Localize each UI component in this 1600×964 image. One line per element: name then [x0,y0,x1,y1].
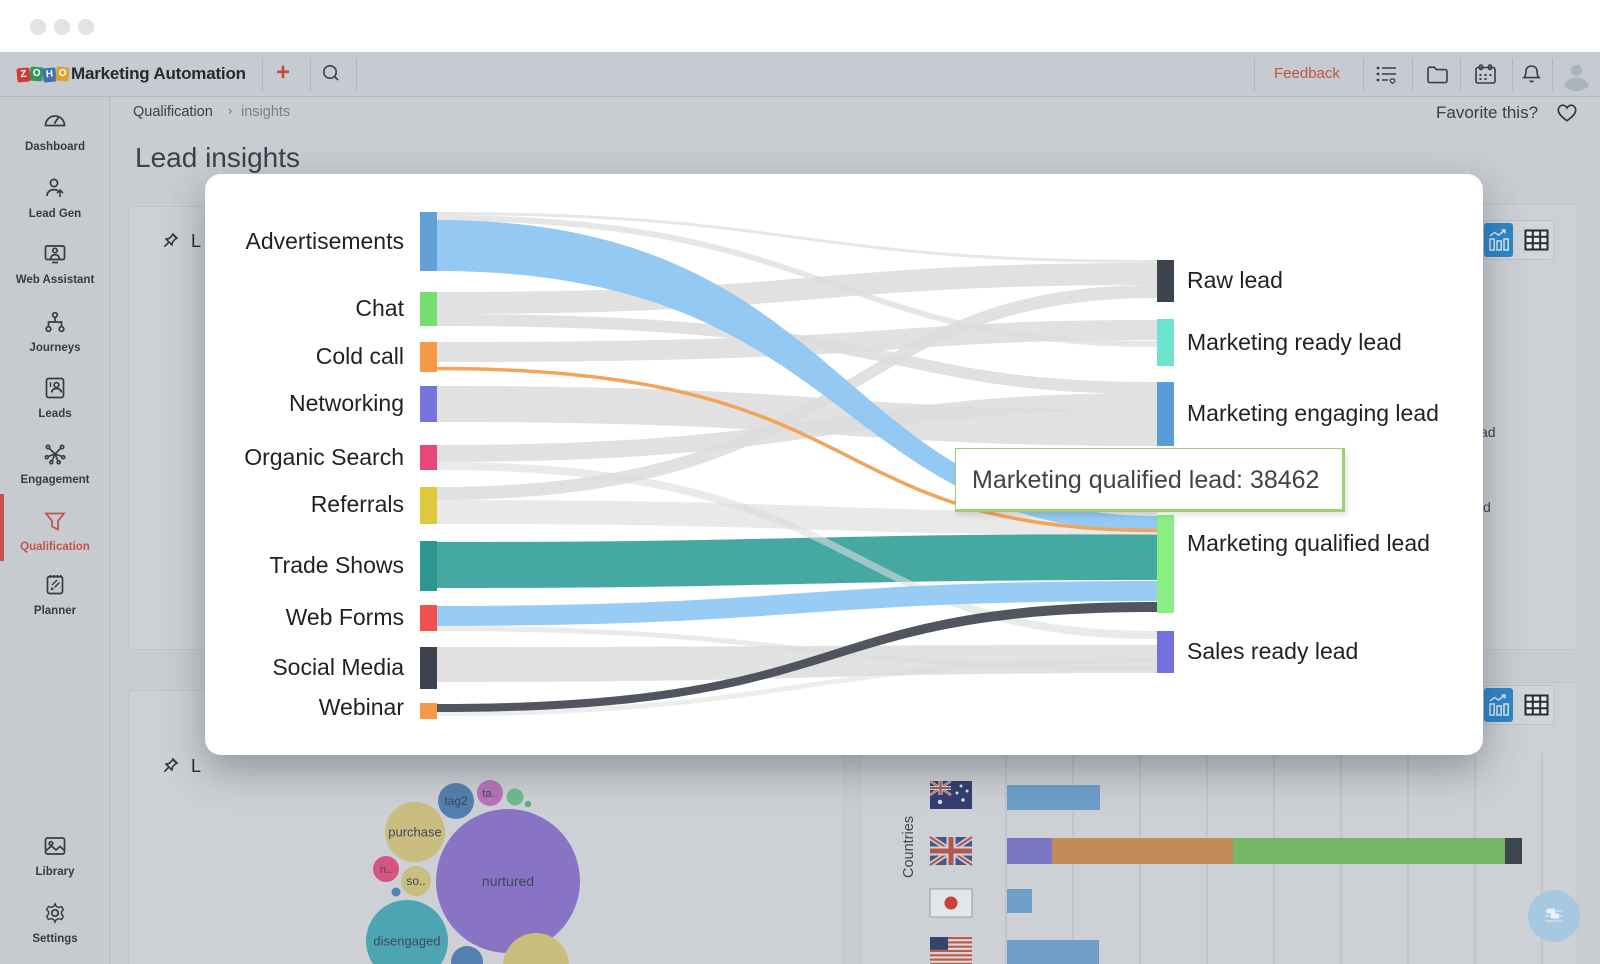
svg-text:Marketing qualified lead: Marketing qualified lead [1187,530,1430,556]
svg-text:Sales ready lead: Sales ready lead [1187,638,1358,664]
svg-text:purchase: purchase [388,825,441,840]
svg-text:Networking: Networking [289,390,404,416]
svg-text:Trade Shows: Trade Shows [269,552,404,578]
svg-text:Raw lead: Raw lead [1187,267,1283,293]
svg-text:Cold call: Cold call [316,343,404,369]
svg-text:Advertisements: Advertisements [245,228,404,254]
svg-text:nurtured: nurtured [482,873,534,889]
svg-text:Countries: Countries [901,816,917,878]
svg-text:ta..: ta.. [482,788,497,800]
svg-text:so..: so.. [406,874,425,888]
svg-text:Marketing ready lead: Marketing ready lead [1187,329,1402,355]
svg-text:Web Forms: Web Forms [286,604,404,630]
svg-text:tag2: tag2 [444,794,468,808]
svg-text:Social Media: Social Media [272,654,404,680]
svg-text:disengaged: disengaged [373,934,440,949]
svg-text:Chat: Chat [355,295,404,321]
svg-text:Marketing engaging lead: Marketing engaging lead [1187,400,1439,426]
svg-text:Webinar: Webinar [319,694,405,720]
svg-text:Organic Search: Organic Search [244,444,404,470]
svg-text:Referrals: Referrals [311,491,404,517]
svg-text:n..: n.. [380,864,392,876]
